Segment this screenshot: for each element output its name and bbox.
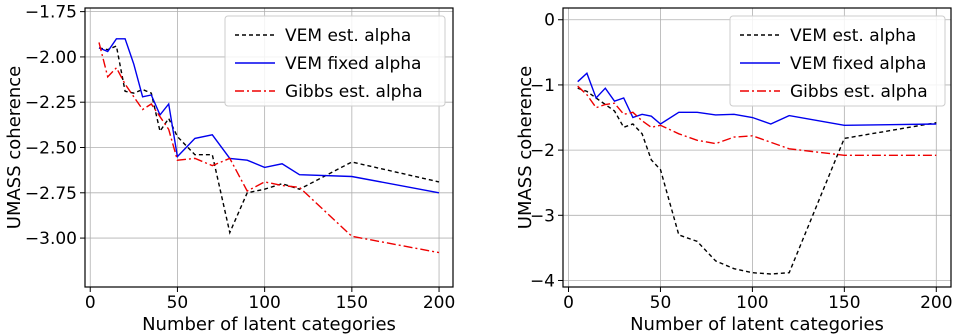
legend-label: VEM est. alpha	[790, 26, 916, 46]
x-tick-label: 150	[828, 293, 860, 313]
chart-left: 0 50 100 150 200 −3.00 −2.75 −2.50 −2.25 −2.00 −1.…	[4, 3, 455, 335]
y-tick-label: −2	[530, 141, 555, 161]
x-axis-title: Number of latent categories	[142, 314, 396, 335]
x-tick-label: 50	[167, 293, 189, 313]
legend-label: VEM fixed alpha	[285, 54, 421, 74]
y-tick-label: −2.50	[25, 139, 77, 159]
series-line-vem-fixed-alpha	[98, 38, 440, 194]
y-tick-label: −2.75	[25, 184, 77, 204]
x-tick-label: 0	[563, 293, 574, 313]
y-tick-label: 0	[544, 11, 555, 31]
y-tick-label: −1	[530, 76, 555, 96]
legend-box	[729, 15, 946, 107]
plot-frame	[562, 7, 952, 288]
x-tick-label: 200	[423, 293, 455, 313]
y-tick-label: −3.00	[25, 229, 77, 249]
series-line-vem-est-alpha	[98, 45, 440, 235]
series-line-gibbs-est-alpha	[98, 42, 440, 254]
x-tick-label: 50	[650, 293, 672, 313]
y-axis-title: UMASS coherence	[515, 66, 536, 229]
legend: VEM est. alpha VEM fixed alpha Gibbs est. …	[729, 15, 946, 107]
x-tick-label: 100	[248, 293, 280, 313]
legend: VEM est. alpha VEM fixed alpha Gibbs est. …	[224, 15, 446, 107]
legend-label: Gibbs est. alpha	[790, 82, 928, 102]
x-tick-label: 200	[920, 293, 952, 313]
y-tick-label: −3	[530, 206, 555, 226]
x-axis-title: Number of latent categories	[630, 314, 884, 335]
series-line-gibbs-est-alpha	[577, 85, 937, 157]
legend-label: VEM fixed alpha	[790, 54, 926, 74]
x-tick-label: 150	[336, 293, 368, 313]
series-line-vem-est-alpha	[577, 87, 937, 275]
y-tick-label: −1.75	[25, 3, 77, 23]
legend-label: Gibbs est. alpha	[285, 82, 423, 102]
x-tick-label: 100	[736, 293, 768, 313]
x-tick-label: 0	[85, 293, 96, 313]
legend-box	[224, 15, 446, 107]
series-line-vem-fixed-alpha	[577, 71, 937, 127]
y-tick-label: −2.25	[25, 93, 77, 113]
y-axis-title: UMASS coherence	[4, 66, 25, 229]
y-tick-label: −4	[530, 271, 555, 291]
legend-label: VEM est. alpha	[285, 26, 411, 46]
chart-right: 0 50 100 150 200 −4 −3 −2 −1 0 Number of latent ca…	[515, 7, 953, 335]
y-tick-label: −2.00	[25, 48, 77, 68]
